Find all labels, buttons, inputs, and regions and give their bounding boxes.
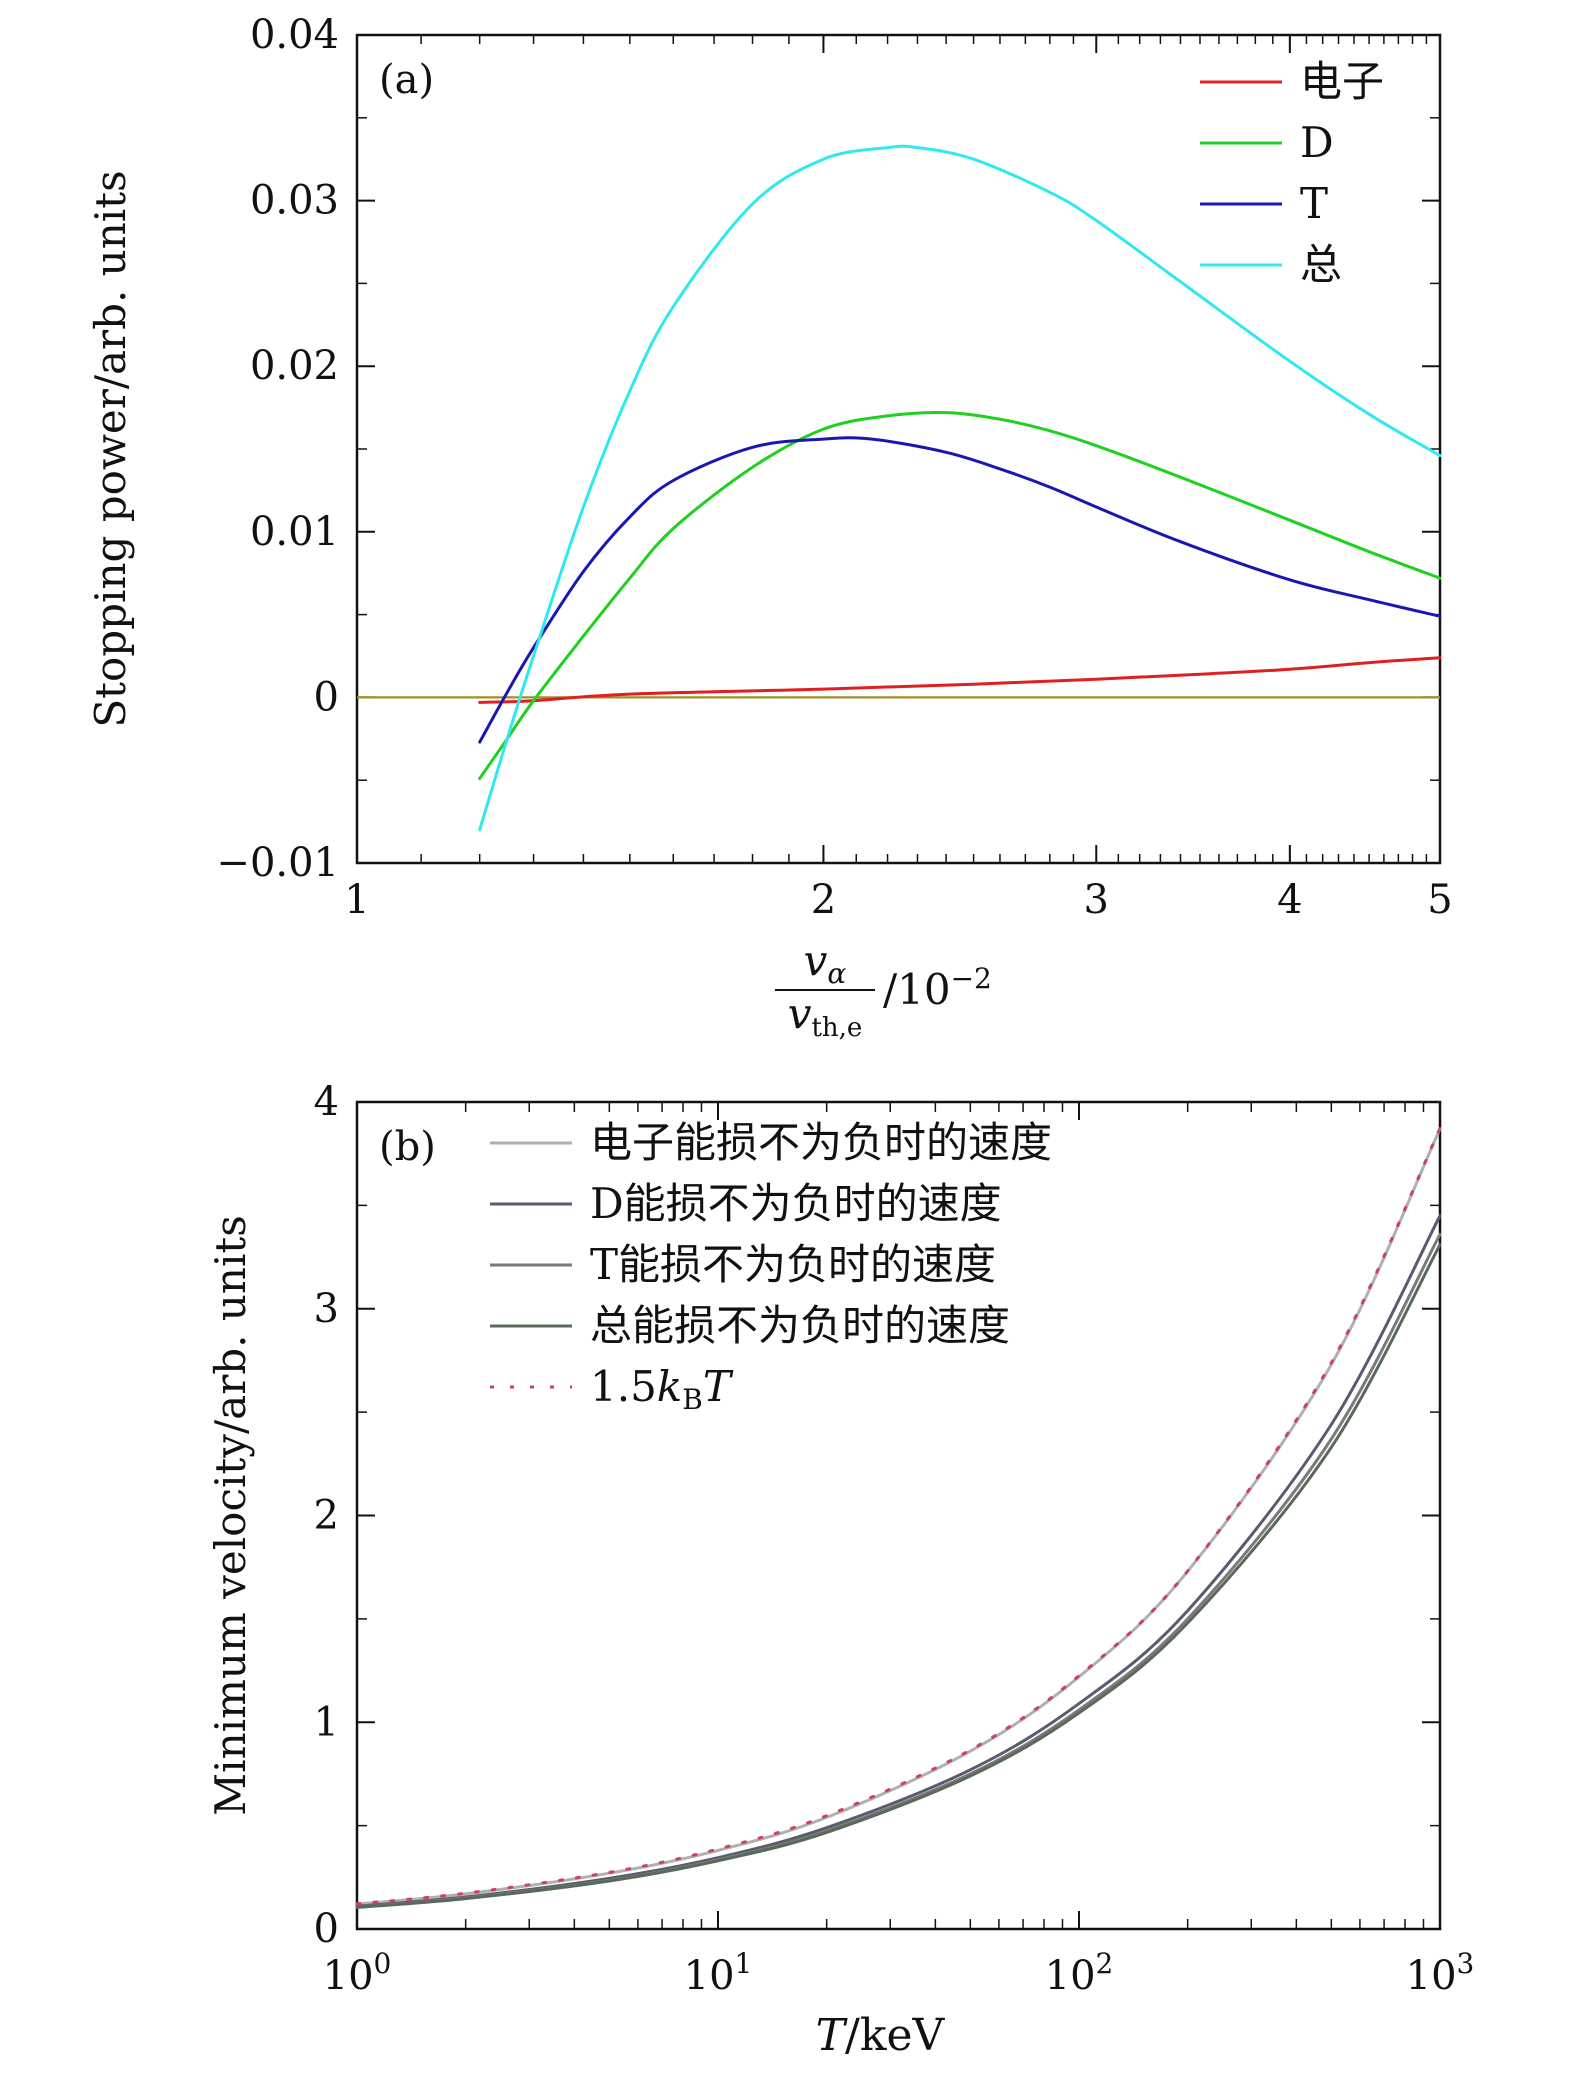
x-tick-label: 5 (1427, 877, 1452, 923)
series-line-3 (355, 1243, 1442, 1909)
x-tick-label: 3 (1084, 877, 1109, 923)
x-axis-label-denominator: vth,e (788, 989, 863, 1043)
y-tick-label: 0.01 (250, 509, 339, 555)
y-tick-label: 4 (314, 1079, 339, 1125)
x-tick-label: 2 (811, 877, 836, 923)
chart-panel-b: 100 101 102 103 0 1 2 3 4 (b) 电子能损不为负时的速度 D能损不为负时的速… (206, 1079, 1474, 2061)
x-tick-label: 4 (1277, 877, 1302, 923)
series-line-2 (478, 436, 1442, 744)
y-axis-label: Stopping power/arb. units (86, 170, 135, 727)
legend-label: T能损不为负时的速度 (590, 1240, 996, 1289)
y-tick-label: 0.02 (250, 343, 339, 389)
plot-frame (355, 33, 1442, 865)
y-tick-label: 3 (314, 1286, 339, 1332)
panel-label: (b) (379, 1124, 436, 1170)
y-tick-label: 0.03 (250, 178, 339, 224)
y-tick-label: 2 (314, 1493, 339, 1539)
x-tick-label: 1 (344, 877, 369, 923)
legend-label: D能损不为负时的速度 (590, 1179, 1002, 1228)
y-tick-label: −0.01 (216, 840, 339, 886)
series-line-1 (355, 1214, 1442, 1908)
x-tick-label: 102 (1045, 1947, 1114, 1999)
x-axis-label-numerator: vα (804, 936, 847, 990)
series-line-0 (478, 656, 1442, 704)
x-tick-label: 101 (684, 1947, 753, 1999)
series-line-3 (478, 144, 1442, 832)
legend-label: 电子 (1300, 57, 1384, 106)
series-line-1 (478, 410, 1442, 780)
y-tick-label: 0 (314, 1906, 339, 1952)
y-tick-label: 0 (314, 674, 339, 720)
x-tick-label: 100 (323, 1947, 392, 1999)
legend-label: 总 (1300, 240, 1342, 289)
x-tick-label: 103 (1406, 1947, 1475, 1999)
x-axis-label-scale: /10−2 (883, 962, 992, 1014)
legend-label: T (1300, 179, 1328, 228)
y-tick-label: 0.04 (250, 12, 339, 58)
legend-label: D (1300, 118, 1334, 167)
series-line-4 (355, 1126, 1442, 1906)
legend-label: 总能损不为负时的速度 (590, 1301, 1010, 1350)
y-tick-label: 1 (314, 1699, 339, 1745)
legend-label: 1.5kBT (590, 1362, 734, 1416)
legend-label: 电子能损不为负时的速度 (590, 1118, 1052, 1167)
chart-panel-a: 1 2 3 4 5 −0.01 0 0.01 0.02 0.03 0.04 (a) 电子 DT总 Stopp… (86, 12, 1453, 1043)
y-axis-label: Minimum velocity/arb. units (206, 1215, 255, 1816)
x-minor-ticks (356, 35, 1441, 863)
panel-label: (a) (379, 57, 434, 103)
x-axis-label: T/keV (816, 2010, 946, 2061)
